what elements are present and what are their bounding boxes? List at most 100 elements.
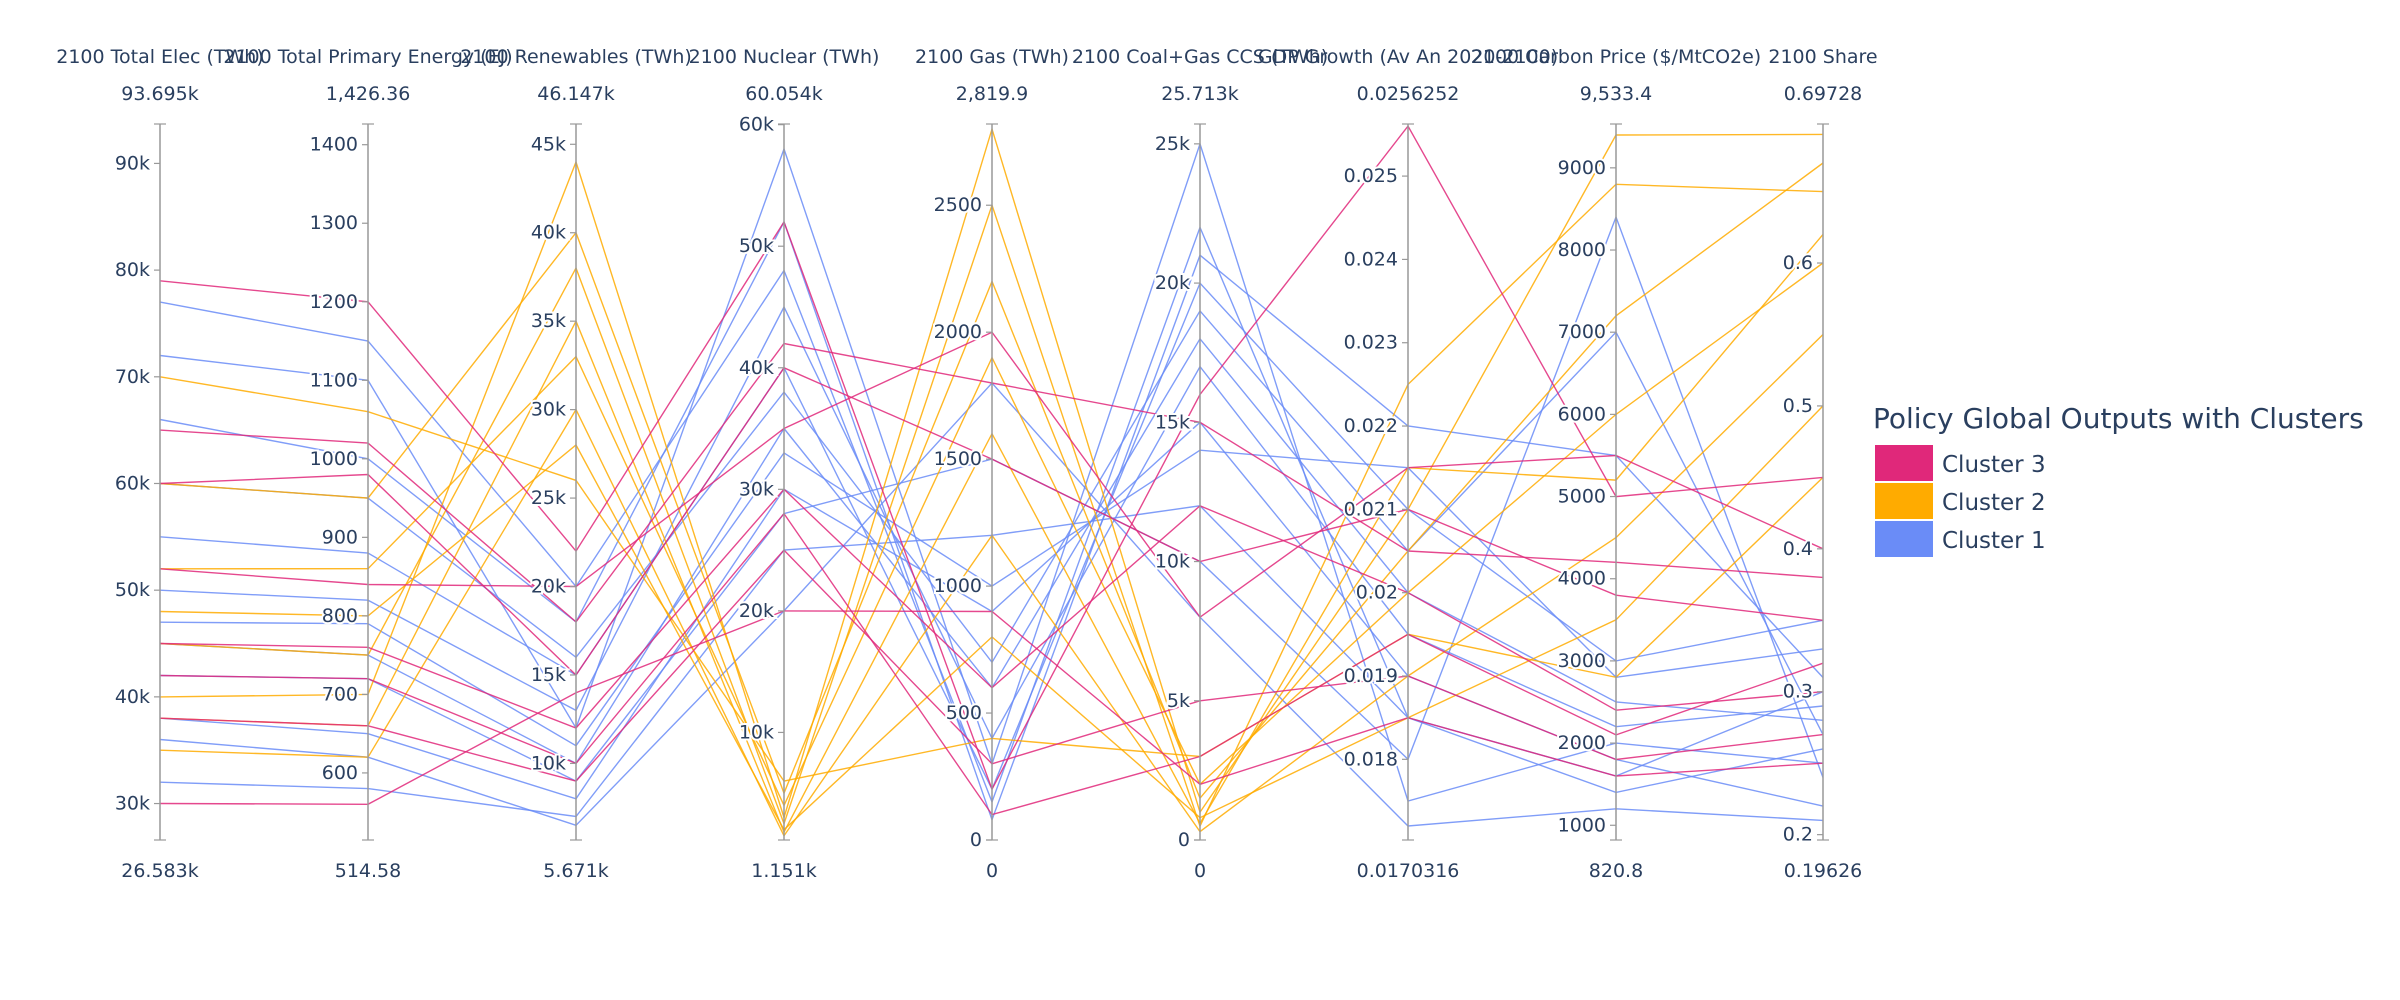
- axis-5-tick-label-1: 5k: [1167, 690, 1190, 712]
- axis-3-tick-label-5: 60k: [739, 114, 774, 136]
- axis-1-title: 2100 Total Primary Energy (EJ): [223, 46, 512, 68]
- axis-7-title: 2100 Carbon Price ($/MtCO2e): [1471, 46, 1761, 68]
- axis-7-min-label: 820.8: [1589, 860, 1643, 882]
- axis-2-tick-label-1: 15k: [531, 664, 566, 686]
- axis-1-tick-label-2: 800: [322, 605, 358, 627]
- axis-1-max-label: 1,426.36: [326, 83, 411, 105]
- axis-3-min-label: 1.151k: [751, 860, 816, 882]
- axis-5-tick-label-3: 15k: [1155, 411, 1190, 433]
- axis-7-tick-label-1: 2000: [1558, 732, 1606, 754]
- axis-0-tick-label-2: 50k: [115, 579, 150, 601]
- axis-3-tick-label-0: 10k: [739, 721, 774, 743]
- axis-7-tick-label-8: 9000: [1558, 157, 1606, 179]
- axes-layer: 2100 Total Elec (TWh) 93.695k 26.583k 30k 40…: [56, 46, 1877, 882]
- axis-4-title: 2100 Gas (TWh): [915, 46, 1069, 68]
- axis-1-tick-label-7: 1300: [310, 212, 358, 234]
- legend-swatch-1[interactable]: [1875, 483, 1933, 519]
- axis-6-title: GDP Growth (Av An 2020-2100): [1258, 46, 1558, 68]
- axis-4-tick-label-4: 2000: [934, 321, 982, 343]
- axis-1-tick-label-1: 700: [322, 683, 358, 705]
- axis-1-tick-label-0: 600: [322, 762, 358, 784]
- axis-6-tick-label-7: 0.025: [1344, 165, 1398, 187]
- axis-2-tick-label-0: 10k: [531, 752, 566, 774]
- axis-8-tick-label-4: 0.6: [1783, 252, 1813, 274]
- legend-title: Policy Global Outputs with Clusters: [1873, 402, 2364, 435]
- axis-1-tick-label-4: 1000: [310, 448, 358, 470]
- axis-5-tick-label-5: 25k: [1155, 133, 1190, 155]
- axis-1-tick-label-8: 1400: [310, 134, 358, 156]
- axis-6-tick-label-6: 0.024: [1344, 248, 1398, 270]
- axis-0-min-label: 26.583k: [121, 860, 198, 882]
- axis-2-min-label: 5.671k: [543, 860, 608, 882]
- axis-3-max-label: 60.054k: [745, 83, 822, 105]
- axis-6-tick-label-4: 0.022: [1344, 415, 1398, 437]
- axis-1-min-label: 514.58: [335, 860, 401, 882]
- legend-swatch-2[interactable]: [1875, 521, 1933, 557]
- axis-7-tick-label-2: 3000: [1558, 650, 1606, 672]
- legend-label-2[interactable]: Cluster 1: [1942, 528, 2046, 554]
- axis-6-min-label: 0.0170316: [1357, 860, 1460, 882]
- axis-1-tick-label-5: 1100: [310, 369, 358, 391]
- axis-7-max-label: 9,533.4: [1580, 83, 1653, 105]
- axis-3-tick-label-2: 30k: [739, 478, 774, 500]
- axis-0-max-label: 93.695k: [121, 83, 198, 105]
- axis-7-tick-label-3: 4000: [1558, 568, 1606, 590]
- axis-2-tick-label-5: 35k: [531, 310, 566, 332]
- axis-6-max-label: 0.0256252: [1357, 83, 1460, 105]
- axis-4-tick-label-0: 0: [970, 829, 982, 851]
- legend-swatch-0[interactable]: [1875, 445, 1933, 481]
- axis-4-tick-label-1: 500: [946, 702, 982, 724]
- axis-3-tick-label-4: 50k: [739, 235, 774, 257]
- axis-4-tick-label-3: 1500: [934, 448, 982, 470]
- axis-4-tick-label-5: 2500: [934, 194, 982, 216]
- axis-6-tick-label-5: 0.023: [1344, 332, 1398, 354]
- axis-4-min-label: 0: [986, 860, 998, 882]
- axis-6-tick-label-2: 0.02: [1356, 582, 1398, 604]
- axis-7-tick-label-7: 8000: [1558, 239, 1606, 261]
- axis-5-tick-label-4: 20k: [1155, 272, 1190, 294]
- axis-3-tick-label-1: 20k: [739, 600, 774, 622]
- axis-8-tick-label-1: 0.3: [1783, 681, 1813, 703]
- axis-4-max-label: 2,819.9: [956, 83, 1029, 105]
- axis-7-tick-label-5: 6000: [1558, 403, 1606, 425]
- axis-7-tick-label-0: 1000: [1558, 814, 1606, 836]
- axis-5-tick-label-2: 10k: [1155, 551, 1190, 573]
- axis-1-tick-label-6: 1200: [310, 291, 358, 313]
- axis-3-title: 2100 Nuclear (TWh): [689, 46, 880, 68]
- axis-2-tick-label-4: 30k: [531, 399, 566, 421]
- axis-4-tick-label-2: 1000: [934, 575, 982, 597]
- axis-0-tick-label-5: 80k: [115, 259, 150, 281]
- axis-8-min-label: 0.19626: [1784, 860, 1863, 882]
- axis-2-tick-label-6: 40k: [531, 222, 566, 244]
- axis-8-max-label: 0.69728: [1784, 83, 1863, 105]
- legend-label-1[interactable]: Cluster 2: [1942, 490, 2046, 516]
- axis-3-tick-label-3: 40k: [739, 357, 774, 379]
- axis-2-title: 2100 Renewables (TWh): [460, 46, 692, 68]
- axis-8-title: 2100 Share: [1768, 46, 1877, 68]
- axis-2-max-label: 46.147k: [537, 83, 614, 105]
- axis-6-tick-label-1: 0.019: [1344, 665, 1398, 687]
- axis-0-tick-label-1: 40k: [115, 686, 150, 708]
- axis-7-tick-label-6: 7000: [1558, 321, 1606, 343]
- axis-6-tick-label-3: 0.021: [1344, 498, 1398, 520]
- axis-0-tick-label-6: 90k: [115, 152, 150, 174]
- axis-8-tick-label-0: 0.2: [1783, 824, 1813, 846]
- axis-0-title: 2100 Total Elec (TWh): [56, 46, 264, 68]
- axis-7-tick-label-4: 5000: [1558, 486, 1606, 508]
- axis-6-tick-label-0: 0.018: [1344, 748, 1398, 770]
- legend-label-0[interactable]: Cluster 3: [1942, 452, 2046, 478]
- axis-5-max-label: 25.713k: [1161, 83, 1238, 105]
- axis-8-tick-label-3: 0.5: [1783, 395, 1813, 417]
- legend: Policy Global Outputs with Clusters Clus…: [1873, 402, 2364, 557]
- axis-5-title: 2100 Coal+Gas CCS (TWh): [1072, 46, 1328, 68]
- axis-0-tick-label-3: 60k: [115, 472, 150, 494]
- axis-0-tick-label-0: 30k: [115, 793, 150, 815]
- axis-1-tick-label-3: 900: [322, 526, 358, 548]
- axis-0-tick-label-4: 70k: [115, 366, 150, 388]
- axis-8-tick-label-2: 0.4: [1783, 538, 1813, 560]
- axis-2-tick-label-7: 45k: [531, 133, 566, 155]
- axis-2-tick-label-2: 20k: [531, 576, 566, 598]
- axis-2-tick-label-3: 25k: [531, 487, 566, 509]
- axis-5-tick-label-0: 0: [1178, 829, 1190, 851]
